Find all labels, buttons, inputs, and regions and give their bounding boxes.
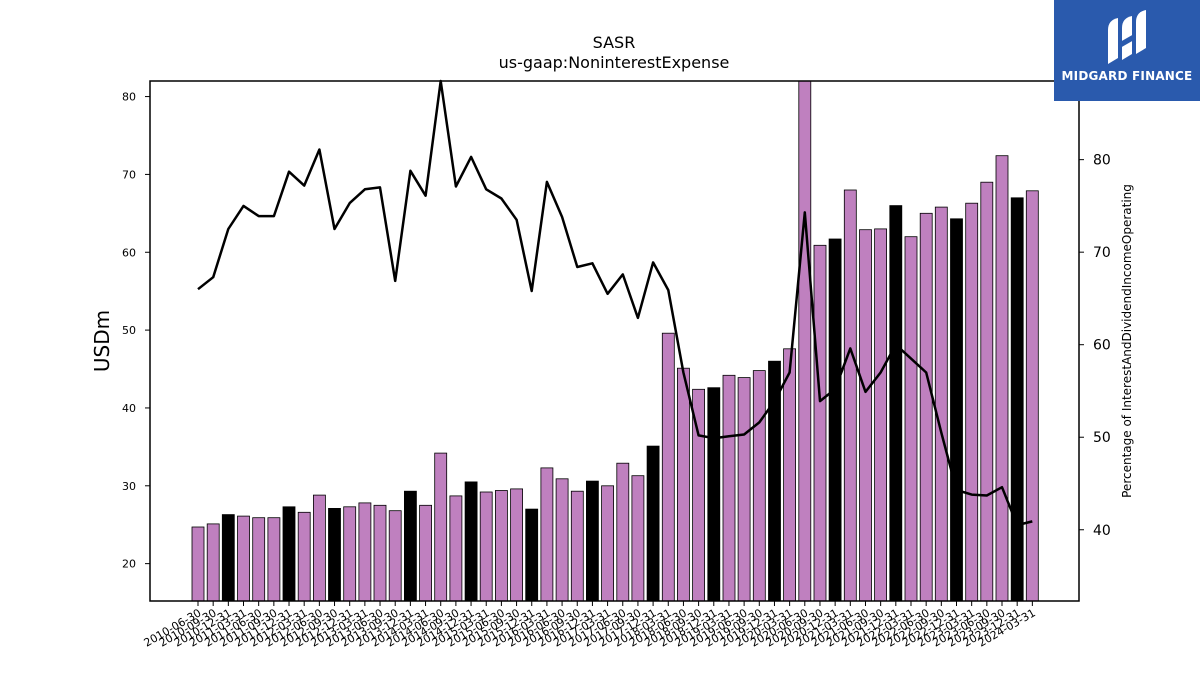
bar-2016-12-31	[586, 480, 599, 602]
right-y-tick-label: 80	[1093, 153, 1111, 169]
right-y-tick-label: 40	[1093, 523, 1111, 539]
bar-2011-09-30	[267, 517, 281, 602]
bar-2010-09-30	[206, 523, 220, 602]
line-percentage	[197, 79, 1033, 527]
bar-2013-03-31	[358, 502, 372, 602]
bar-2023-09-30	[995, 155, 1009, 602]
bar-2021-09-30	[874, 228, 887, 602]
left-y-tick-label: 50	[122, 324, 136, 337]
right-y-tick-label: 60	[1093, 338, 1111, 354]
x-axis: 2010-06-302010-09-302010-12-312011-03-31…	[142, 601, 1038, 650]
bar-2014-12-31	[464, 481, 478, 602]
bar-2019-12-31	[768, 360, 781, 602]
bar-2019-06-30	[737, 377, 751, 602]
bar-series	[191, 80, 1039, 602]
bar-2015-12-31	[525, 508, 539, 602]
chart-title-line2: us-gaap:NoninterestExpense	[499, 53, 730, 72]
bar-2022-06-30	[919, 212, 933, 602]
bar-2023-03-31	[965, 202, 979, 602]
bar-2011-03-31	[237, 515, 250, 602]
bar-2014-03-31	[419, 504, 433, 602]
bar-2016-06-30	[555, 478, 569, 602]
bar-2012-09-30	[328, 507, 341, 602]
bar-2013-12-31	[403, 490, 417, 602]
right-y-tick-label: 70	[1093, 245, 1111, 261]
bar-2018-12-31	[707, 387, 721, 602]
bar-2016-03-31	[540, 467, 554, 602]
bar-2022-03-31	[904, 236, 918, 602]
left-y-tick-label: 40	[122, 402, 136, 415]
bar-2021-03-31	[843, 189, 857, 602]
bar-2017-03-31	[601, 485, 614, 602]
bar-2010-06-30	[191, 526, 205, 602]
left-y-tick-label: 80	[122, 91, 136, 104]
bar-2014-09-30	[449, 495, 463, 602]
bar-2019-03-31	[722, 374, 736, 602]
left-y-axis-label: USDm	[90, 310, 114, 372]
bar-2019-09-30	[752, 370, 766, 602]
bar-2017-06-30	[616, 462, 630, 602]
bar-2015-03-31	[479, 491, 493, 602]
bar-2018-03-31	[661, 332, 675, 602]
bar-2022-09-30	[934, 206, 948, 602]
bar-2017-12-31	[646, 445, 660, 602]
bar-2016-09-30	[570, 490, 584, 602]
bar-2020-06-30	[798, 80, 812, 602]
left-y-tick-label: 30	[122, 480, 136, 493]
chart-title-line1: SASR	[593, 33, 636, 52]
left-y-tick-label: 70	[122, 168, 136, 181]
bar-2013-06-30	[373, 504, 387, 602]
bar-2010-12-31	[221, 514, 235, 602]
bar-2023-06-30	[980, 181, 994, 602]
logo: MIDGARD FINANCE	[1054, 0, 1200, 101]
bar-2021-12-31	[889, 205, 903, 602]
right-y-axis-label: Percentage of InterestAndDividendIncomeO…	[1120, 184, 1134, 498]
line-series	[197, 79, 1033, 527]
logo-mark-icon	[1108, 10, 1146, 64]
bar-2012-03-31	[297, 511, 311, 602]
bar-2013-09-30	[388, 510, 402, 602]
bar-2022-12-31	[950, 218, 963, 602]
bar-2023-12-31	[1010, 197, 1024, 602]
logo-text: MIDGARD FINANCE	[1061, 69, 1193, 83]
bar-2020-03-31	[783, 348, 796, 602]
plot-frame	[149, 80, 1080, 602]
bar-2021-06-30	[859, 229, 872, 602]
bar-2020-12-31	[828, 238, 842, 602]
bar-2012-06-30	[312, 494, 326, 602]
left-y-tick-label: 20	[122, 558, 136, 571]
bar-2014-06-30	[434, 452, 448, 602]
bar-2024-03-31	[1025, 190, 1039, 602]
right-y-tick-label: 50	[1093, 430, 1111, 446]
bar-2015-09-30	[510, 488, 524, 602]
bar-2018-06-30	[677, 367, 690, 602]
bar-2017-09-30	[631, 475, 645, 602]
right-y-axis: 40 50 60 70 80	[1079, 153, 1111, 539]
bar-2011-12-31	[282, 506, 296, 602]
bar-2011-06-30	[252, 517, 266, 602]
bar-2020-09-30	[813, 244, 827, 602]
bar-2012-12-31	[343, 506, 357, 602]
bar-2015-06-30	[494, 490, 508, 602]
left-y-tick-label: 60	[122, 246, 136, 259]
left-y-axis: 20 30 40 50 60 70 80	[122, 91, 150, 571]
